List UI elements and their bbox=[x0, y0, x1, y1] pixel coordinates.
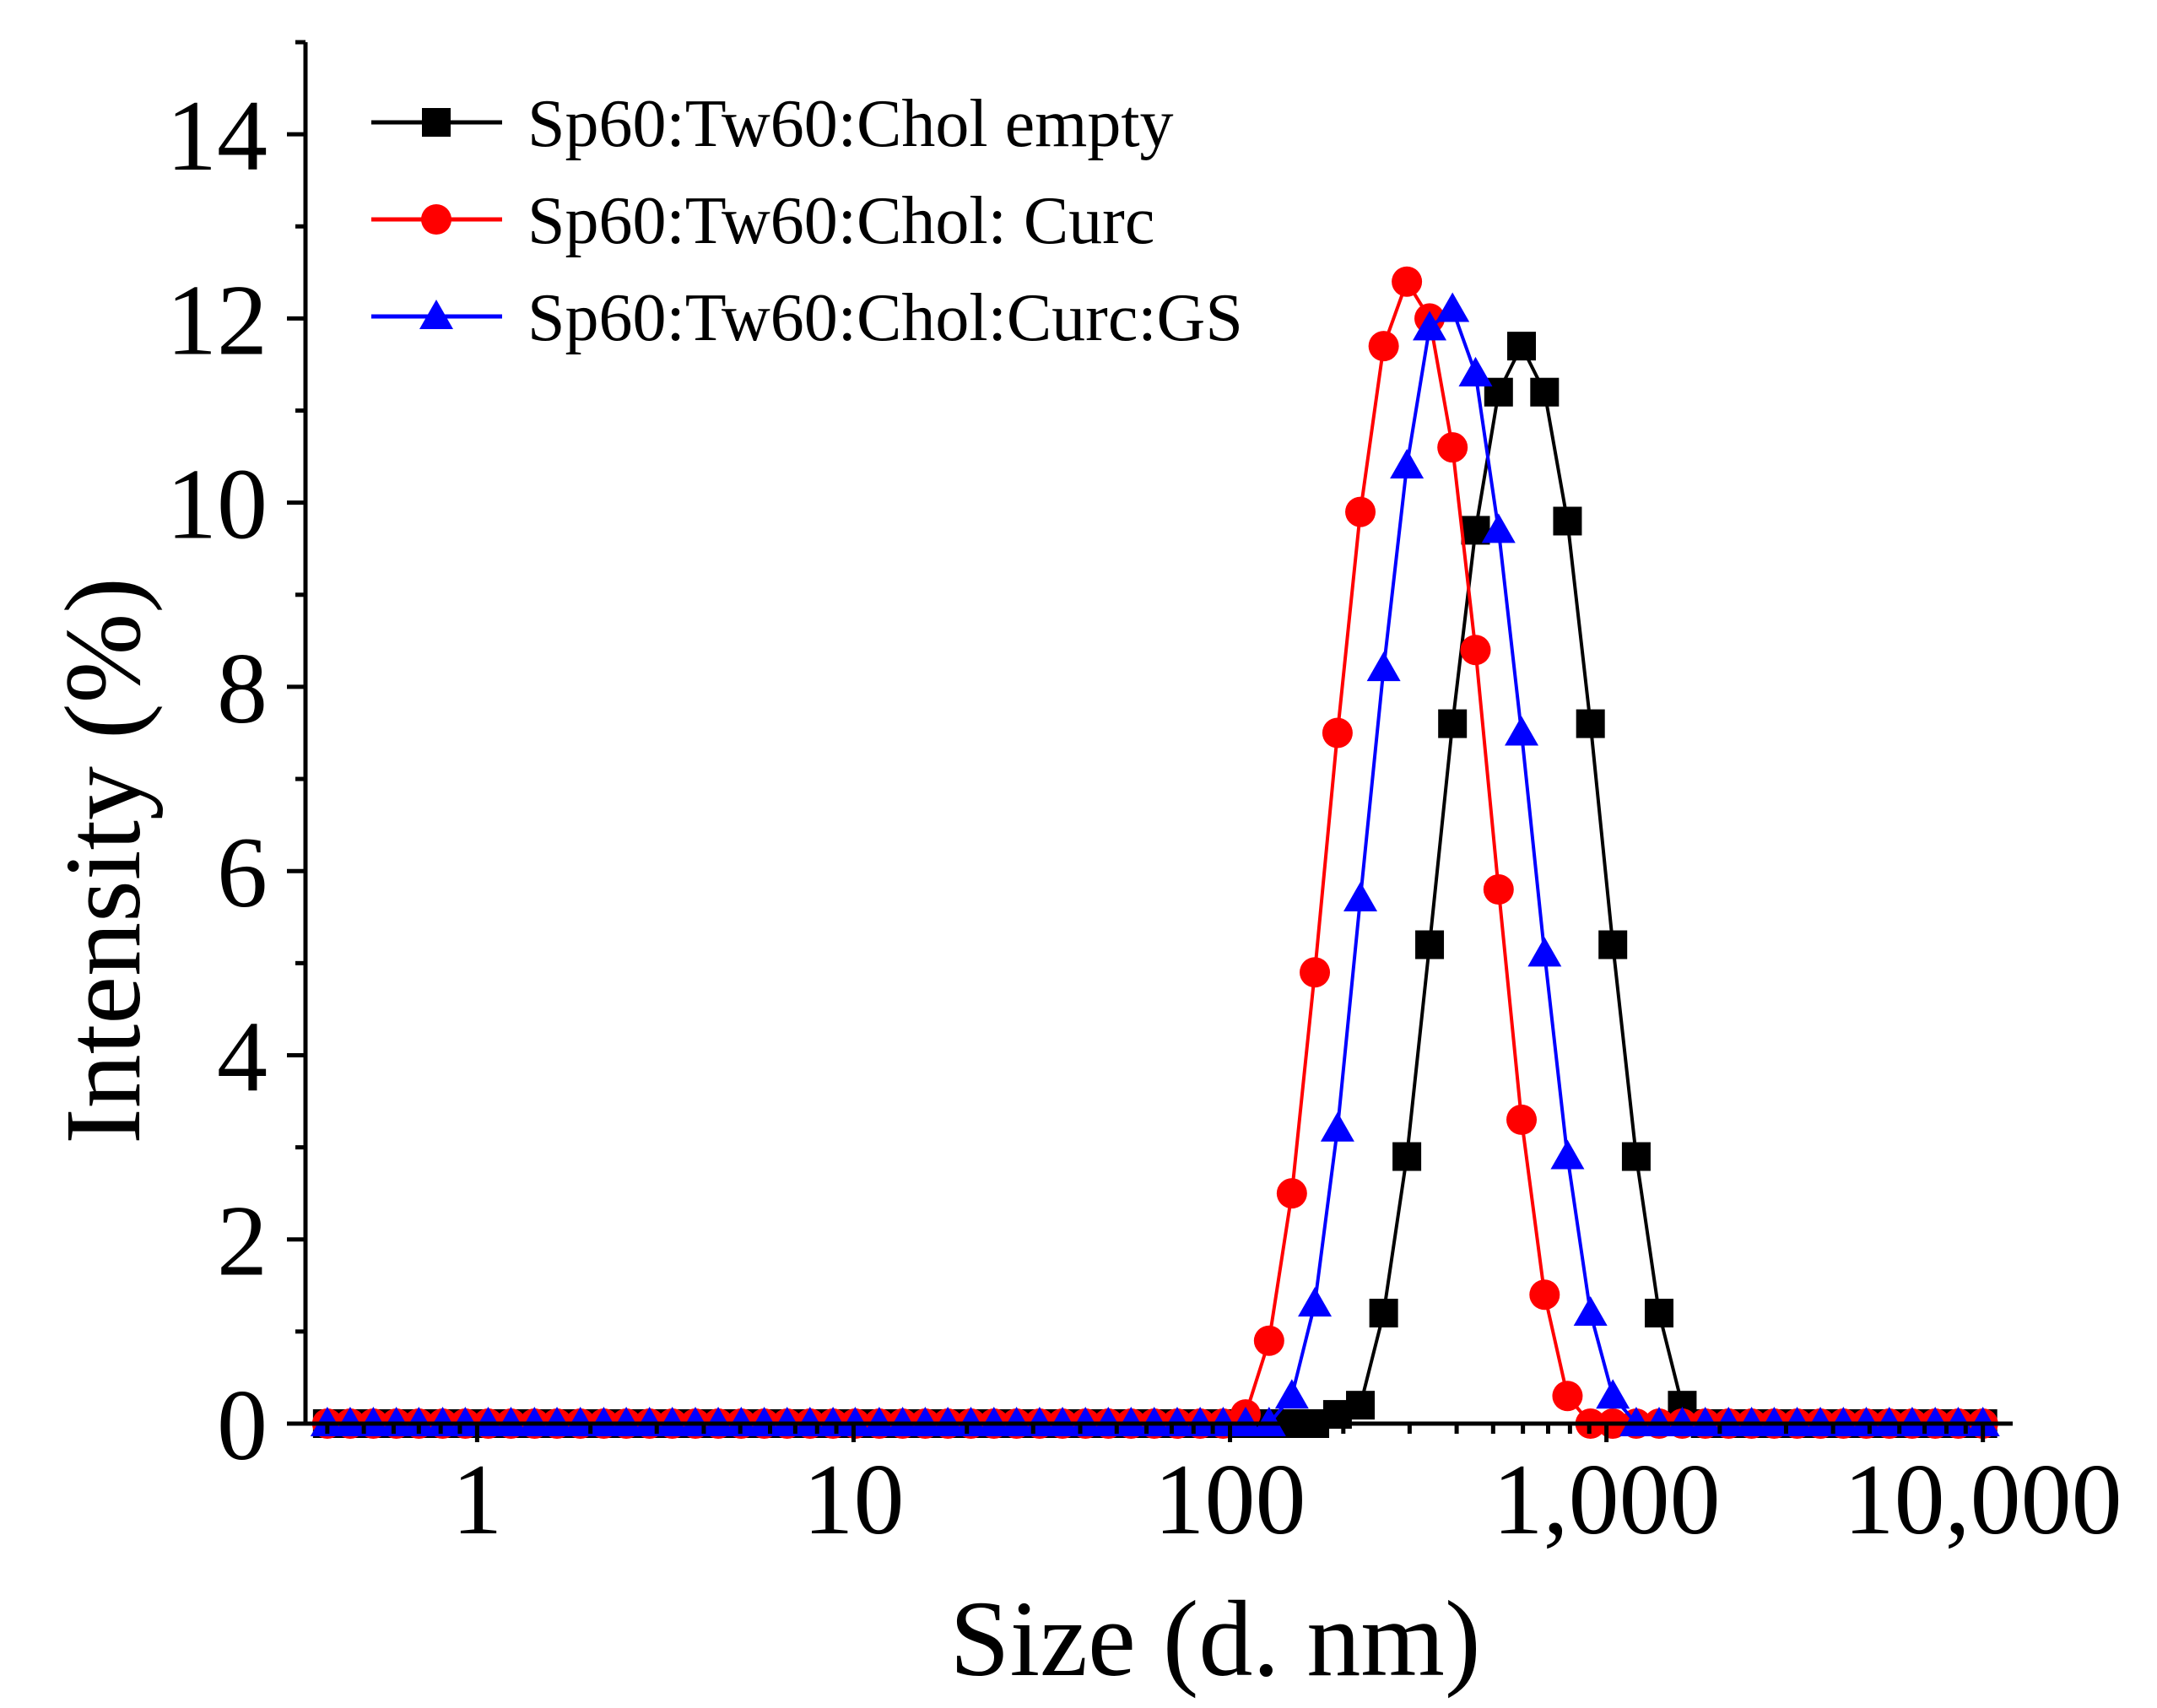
data-point bbox=[1320, 1111, 1354, 1142]
x-tick-label: 1 bbox=[451, 1443, 502, 1555]
legend-label: Sp60:Tw60:Chol: Curc bbox=[527, 184, 1154, 258]
data-point bbox=[1369, 1299, 1398, 1328]
y-tick-label: 12 bbox=[166, 263, 268, 376]
series-line bbox=[327, 306, 1983, 1425]
legend-item-2: Sp60:Tw60:Chol: Curc bbox=[371, 184, 1154, 258]
x-tick-label: 100 bbox=[1154, 1443, 1306, 1555]
data-point bbox=[1392, 266, 1423, 297]
legend-marker bbox=[421, 204, 451, 235]
data-point bbox=[1505, 716, 1539, 746]
data-point bbox=[1621, 1142, 1651, 1171]
x-axis-title: Size (d. nm) bbox=[949, 1579, 1480, 1699]
data-point bbox=[1645, 1299, 1674, 1328]
data-point bbox=[1276, 1178, 1307, 1209]
data-point bbox=[1552, 1381, 1583, 1412]
data-point bbox=[1527, 937, 1562, 967]
data-point bbox=[1576, 709, 1605, 738]
series-line bbox=[327, 278, 1983, 1425]
legend-marker bbox=[422, 108, 451, 137]
data-point bbox=[1507, 332, 1537, 361]
y-tick-label: 14 bbox=[166, 79, 268, 192]
data-point bbox=[1413, 311, 1447, 341]
legend-label: Sp60:Tw60:Chol:Curc:GS bbox=[527, 281, 1243, 355]
data-point bbox=[1298, 1287, 1333, 1317]
data-point bbox=[1368, 331, 1399, 362]
data-point bbox=[1253, 1325, 1284, 1356]
data-point bbox=[1390, 449, 1424, 479]
series-layer bbox=[310, 266, 2000, 1439]
ticks-layer: 0 2 4 6 8 10 12 14 1 10 100 1,000 10,000 bbox=[166, 40, 2122, 1555]
data-point bbox=[1530, 377, 1560, 407]
data-point bbox=[1437, 432, 1468, 463]
data-point bbox=[1573, 1296, 1608, 1327]
data-point bbox=[1415, 930, 1445, 959]
y-tick-label: 0 bbox=[217, 1369, 268, 1481]
y-tick-label: 4 bbox=[217, 1000, 268, 1112]
legend: Sp60:Tw60:Chol empty Sp60:Tw60:Chol: Curc… bbox=[371, 87, 1243, 355]
legend-item-3: Sp60:Tw60:Chol:Curc:GS bbox=[371, 281, 1243, 355]
data-point bbox=[1435, 292, 1470, 322]
data-point bbox=[1460, 635, 1491, 666]
y-tick-label: 8 bbox=[217, 632, 268, 744]
data-point bbox=[1550, 1139, 1585, 1170]
legend-marker bbox=[419, 300, 453, 329]
data-point bbox=[1366, 651, 1401, 682]
data-point bbox=[1343, 881, 1378, 911]
data-point bbox=[1438, 709, 1468, 738]
y-tick-label: 10 bbox=[166, 448, 268, 560]
y-tick-label: 2 bbox=[217, 1185, 268, 1297]
data-point bbox=[1392, 1142, 1422, 1171]
series-1 bbox=[312, 332, 1998, 1438]
data-point bbox=[1598, 930, 1628, 959]
x-tick-label: 1,000 bbox=[1493, 1443, 1721, 1555]
series-2 bbox=[311, 266, 1998, 1439]
data-point bbox=[1274, 1379, 1309, 1409]
data-point bbox=[1529, 1279, 1560, 1311]
series-3 bbox=[310, 292, 2000, 1436]
data-point bbox=[1596, 1379, 1630, 1409]
data-point bbox=[1481, 513, 1516, 543]
y-axis-title: Intensity (%) bbox=[43, 577, 163, 1144]
data-point bbox=[1300, 957, 1331, 988]
data-point bbox=[1322, 717, 1353, 749]
data-point bbox=[1483, 874, 1514, 905]
x-tick-label: 10 bbox=[803, 1443, 904, 1555]
series-line bbox=[327, 342, 1983, 1425]
legend-item-1: Sp60:Tw60:Chol empty bbox=[371, 87, 1174, 161]
data-point bbox=[1458, 356, 1493, 386]
data-point bbox=[1553, 506, 1582, 536]
data-point bbox=[1506, 1104, 1538, 1135]
legend-label: Sp60:Tw60:Chol empty bbox=[527, 87, 1174, 161]
data-point bbox=[1346, 1391, 1376, 1420]
data-point bbox=[1345, 496, 1376, 527]
y-tick-label: 6 bbox=[217, 816, 268, 928]
x-tick-label: 10,000 bbox=[1844, 1443, 2122, 1555]
